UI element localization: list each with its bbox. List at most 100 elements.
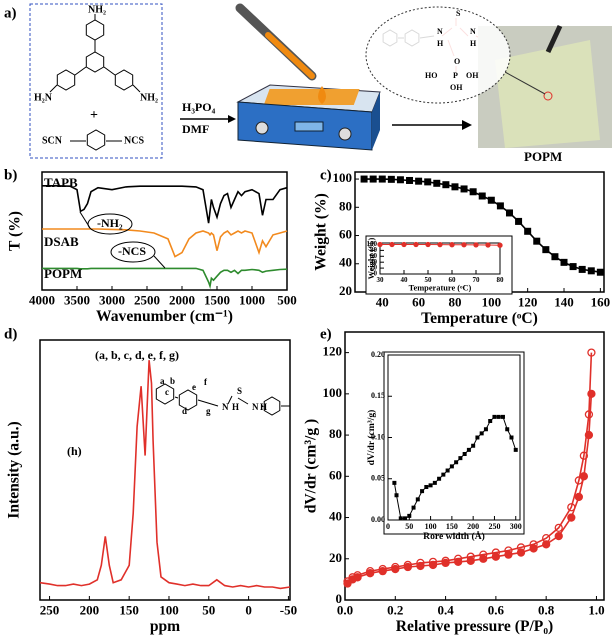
y-tick-label: 60: [370, 252, 378, 260]
marker: [433, 179, 441, 187]
marker: [567, 503, 576, 512]
marker: [458, 456, 463, 461]
marker: [574, 492, 584, 502]
x-tick-label: 150: [446, 522, 458, 531]
panel-label: b): [4, 167, 17, 183]
data-line: [42, 228, 288, 258]
x-tick-label: 2000: [169, 293, 195, 308]
marker: [542, 534, 551, 543]
zoom-circle: [365, 6, 511, 104]
annotation: (h): [67, 444, 82, 458]
y-tick-label: 0.10: [371, 432, 385, 441]
marker: [492, 414, 497, 419]
marker: [587, 267, 595, 275]
y-tick-label: 40: [370, 258, 378, 266]
y-tick-label: 0.20: [371, 350, 385, 359]
marker: [574, 476, 584, 485]
marker: [460, 185, 468, 193]
ring: [56, 69, 76, 91]
callout-line: [79, 211, 91, 229]
label: +: [90, 108, 98, 123]
bond: [197, 399, 219, 407]
series-label: DSAB: [44, 234, 79, 249]
x-tick-label: 1.0: [588, 603, 604, 618]
marker: [407, 513, 412, 518]
label: H: [437, 39, 444, 48]
annotation: e: [192, 382, 196, 392]
marker: [554, 523, 563, 532]
label: H₃PO₄: [182, 100, 216, 114]
y-axis-label: T (%): [7, 211, 24, 251]
x-tick-label: 40: [376, 295, 389, 310]
x-tick-label: 1000: [239, 293, 265, 308]
reactant-box: [29, 3, 163, 159]
marker: [424, 485, 429, 489]
panel-label: c): [320, 167, 332, 183]
x-tick-label: 30: [377, 276, 385, 284]
y-tick-label: 100: [323, 385, 343, 400]
marker: [396, 176, 404, 184]
marker: [469, 188, 477, 196]
marker: [415, 497, 420, 502]
y-axis-label: Intensity (a.u.): [6, 421, 23, 518]
marker: [578, 265, 586, 273]
x-tick-label: 40: [401, 276, 409, 284]
x-tick-label: 300: [510, 522, 522, 531]
x-tick-label: 3000: [99, 293, 125, 308]
y-tick-label: 0.00: [371, 515, 385, 524]
marker: [533, 237, 541, 245]
film: [263, 89, 360, 105]
marker: [413, 241, 419, 248]
marker: [487, 196, 495, 204]
ring: [85, 19, 105, 41]
marker: [483, 427, 488, 432]
marker: [551, 253, 559, 261]
marker: [343, 577, 352, 586]
annotation: b: [170, 376, 175, 386]
panel-label: a): [4, 5, 17, 21]
annotation: f: [204, 377, 208, 387]
x-tick-label: 160: [591, 295, 611, 310]
marker: [462, 452, 467, 456]
label: NH₂: [140, 92, 158, 103]
marker: [454, 460, 459, 465]
x-tick-label: 2500: [134, 293, 160, 308]
ring: [155, 383, 175, 405]
scheme: a) NH₂ H₂N NH₂ + SCN NCS H₃PO₄ DMF S N: [4, 3, 612, 164]
marker: [360, 175, 368, 183]
y-tick-label: 0.15: [371, 391, 385, 400]
bond: [103, 66, 116, 76]
inset-box: [383, 351, 525, 535]
marker: [500, 414, 505, 419]
droplet: [318, 86, 326, 104]
x-tick-label: 0.6: [488, 603, 505, 618]
x-tick-label: 50: [405, 522, 413, 531]
marker: [491, 548, 501, 557]
membrane: [495, 40, 600, 148]
annotation: H: [232, 402, 239, 412]
marker: [401, 241, 407, 248]
marker: [353, 571, 362, 580]
y-tick-label: 20: [370, 264, 378, 272]
x-tick-label: 60: [449, 276, 457, 284]
annotation: N: [222, 402, 229, 412]
x-tick-label: 500: [277, 293, 297, 308]
marker: [475, 435, 480, 440]
x-tick-label: 0.0: [337, 603, 353, 618]
x-tick-label: 3500: [64, 293, 90, 308]
x-tick-label: 0: [245, 603, 252, 618]
label: H₂N: [34, 92, 53, 103]
marker: [515, 217, 523, 225]
marker: [466, 447, 471, 452]
x-tick-label: -50: [280, 603, 297, 618]
x-tick-label: 100: [482, 295, 502, 310]
y-tick-label: 80: [339, 198, 352, 213]
data-line: [346, 352, 593, 583]
marker: [596, 268, 604, 276]
callout: [110, 241, 156, 263]
marker: [473, 242, 479, 248]
y-tick-label: 80: [370, 246, 378, 254]
marker: [505, 427, 510, 432]
marker: [567, 513, 576, 522]
y-tick-label: 100: [367, 240, 378, 248]
